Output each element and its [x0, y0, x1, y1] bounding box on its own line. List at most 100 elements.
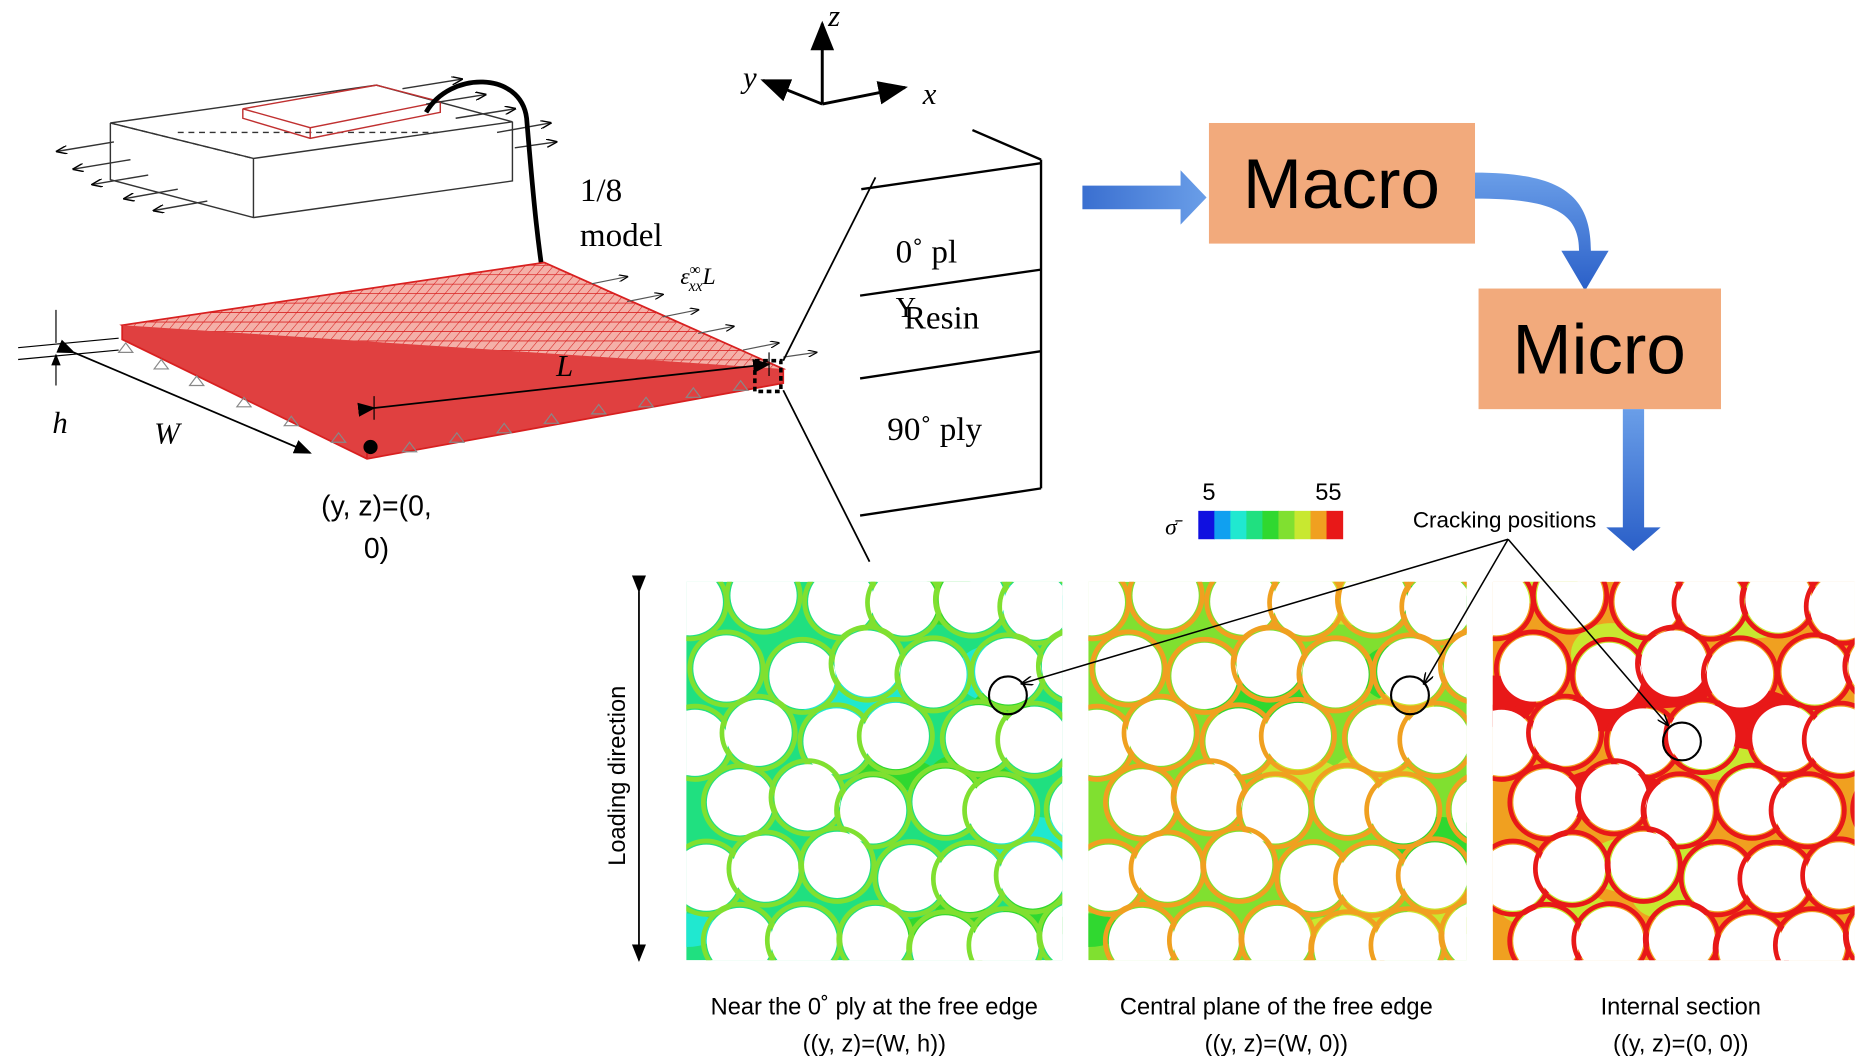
fiber: [842, 906, 908, 972]
label: xx: [688, 278, 703, 295]
shape: [627, 294, 662, 301]
fiber: [1064, 710, 1130, 776]
label: 0): [364, 533, 389, 565]
fiber: [1576, 643, 1642, 709]
fiber: [1173, 907, 1239, 973]
fiber: [937, 846, 1003, 912]
fiber: [1134, 836, 1200, 902]
shape: [1082, 170, 1206, 224]
label: z: [827, 0, 840, 33]
fiber: [1128, 700, 1194, 766]
label: Micro: [1512, 311, 1685, 390]
fiber: [1000, 842, 1066, 908]
fiber: [1171, 643, 1237, 709]
fiber: [1001, 707, 1067, 773]
fiber: [1059, 569, 1125, 635]
fiber: [1242, 777, 1308, 843]
shape: [1475, 173, 1609, 291]
fiber: [707, 908, 773, 974]
fiber: [1341, 566, 1407, 632]
fiber: [972, 912, 1038, 978]
stress-map: [1054, 559, 1521, 985]
fiber: [657, 569, 723, 635]
fiber: [1206, 832, 1272, 898]
fiber: [939, 566, 1005, 632]
colorbar-segment: [1262, 511, 1279, 539]
fiber: [1370, 777, 1436, 843]
fiber: [863, 703, 929, 769]
colorbar-segment: [1198, 511, 1215, 539]
fiber: [775, 764, 841, 830]
fiber: [1237, 631, 1303, 697]
shape: [652, 559, 1855, 985]
fiber: [1403, 707, 1469, 773]
fiber: [1377, 638, 1443, 704]
fiber: [1743, 846, 1809, 912]
shape: [1198, 511, 1343, 539]
fiber: [1402, 842, 1468, 908]
fiber: [1513, 908, 1579, 974]
fiber: [1133, 562, 1199, 628]
fiber: [1532, 700, 1598, 766]
shape: [972, 130, 1041, 488]
fiber: [1745, 566, 1811, 632]
figure: 1/8 model L W h (y, z)=(0, 0) ε̇∞xxL 0˚ …: [0, 0, 1855, 1056]
fiber: [1405, 574, 1471, 640]
fiber: [1463, 569, 1529, 635]
stress-map: [1449, 559, 1855, 985]
label: y: [740, 61, 757, 95]
fiber: [1678, 569, 1744, 635]
panel-caption: Central plane of the free edge: [1120, 995, 1433, 1021]
panel-coords: ((y, z)=(W, 0)): [1205, 1031, 1348, 1056]
fiber: [662, 710, 728, 776]
fiber: [1273, 569, 1339, 635]
fiber: [1003, 574, 1069, 640]
label: Macro: [1243, 145, 1440, 224]
fiber: [1109, 769, 1175, 835]
shape: [1606, 409, 1660, 551]
fiber: [725, 700, 791, 766]
fiber: [1707, 641, 1773, 707]
label: Cracking positions: [1413, 507, 1596, 532]
label: 55: [1315, 480, 1341, 506]
shape: [743, 343, 778, 350]
fiber: [1109, 908, 1175, 974]
colorbar-segment: [1230, 511, 1247, 539]
shape: [57, 79, 556, 217]
panel-coords: ((y, z)=(0, 0)): [1613, 1031, 1749, 1056]
fiber: [1513, 769, 1579, 835]
label: Resin: [904, 300, 980, 337]
label: (y, z)=(0,: [321, 491, 432, 523]
shape: [663, 310, 698, 317]
colorbar-segment: [1214, 511, 1231, 539]
fiber: [1775, 777, 1841, 843]
label: ∞: [690, 261, 701, 278]
shape: [592, 277, 627, 284]
fiber: [771, 907, 837, 973]
shape: [783, 177, 875, 561]
strain-rate: ε̇∞xxL: [680, 261, 715, 295]
fiber: [840, 777, 906, 843]
panel-caption: Internal section: [1601, 995, 1761, 1021]
fiber: [1339, 846, 1405, 912]
label: 1/8: [580, 172, 622, 209]
label: W: [154, 416, 182, 450]
fiber: [732, 836, 798, 902]
shape: [763, 24, 905, 104]
fiber: [1302, 641, 1368, 707]
fiber: [1374, 912, 1440, 978]
fiber: [1779, 912, 1845, 978]
fiber: [835, 631, 901, 697]
fiber: [1577, 907, 1643, 973]
fiber: [975, 638, 1041, 704]
fiber: [730, 562, 796, 628]
colorbar-segment: [1294, 511, 1311, 539]
fiber: [1647, 777, 1713, 843]
shape: [860, 163, 1041, 515]
fiber: [693, 635, 759, 701]
fiber: [707, 769, 773, 835]
label: 90˚ ply: [887, 411, 982, 448]
panel-caption: Near the 0˚ ply at the free edge: [711, 995, 1038, 1021]
label: model: [580, 217, 663, 254]
fiber: [804, 832, 870, 898]
